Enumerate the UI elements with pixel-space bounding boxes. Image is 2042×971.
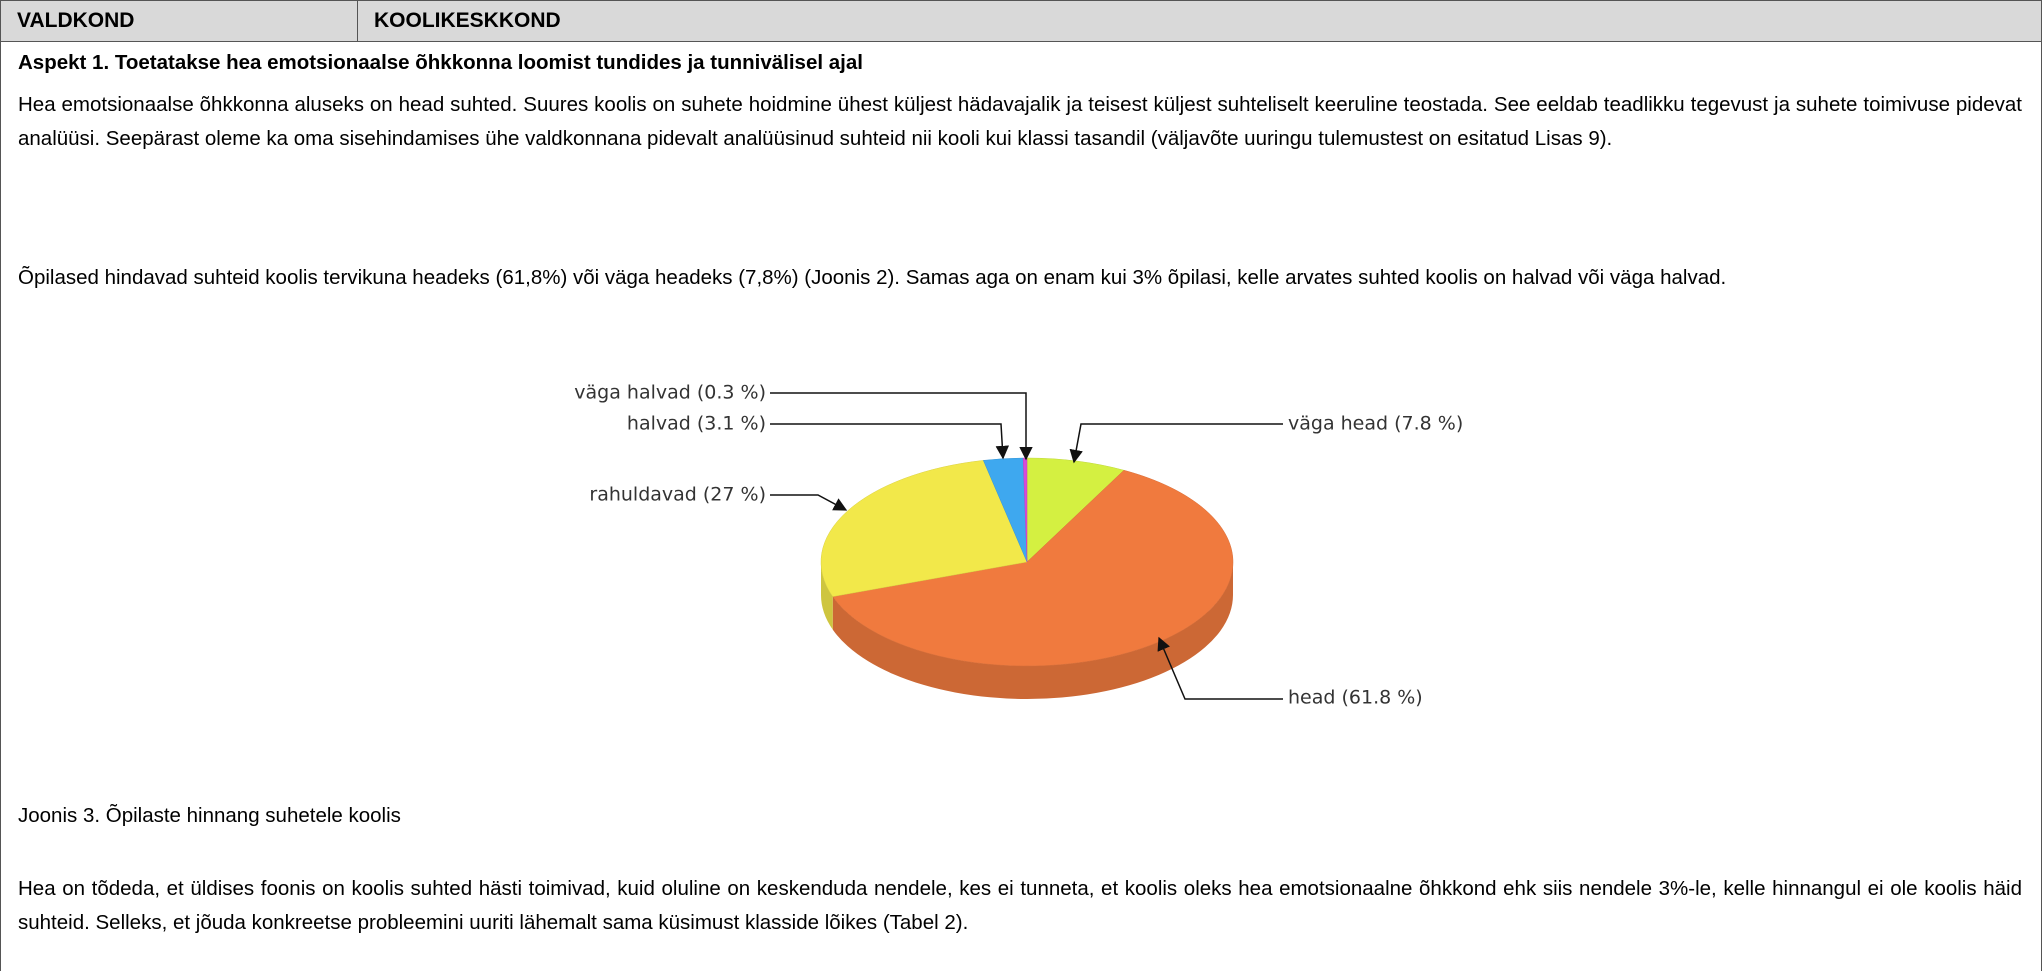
leader-line (1157, 636, 1283, 700)
leader-line (770, 494, 848, 511)
slice-label: väga halvad (0.3 %) (574, 382, 766, 404)
slice-side (832, 562, 1233, 699)
paragraph: Õpilased hindavad suhteid koolis terviku… (18, 266, 1727, 289)
section-title: Aspekt 1. Toetatakse hea emotsionaalse õ… (18, 51, 863, 74)
slice-label: halvad (3.1 %) (627, 413, 766, 435)
paragraph: Hea on tõdeda, et üldises foonis on kool… (18, 877, 2022, 934)
leader-line (770, 423, 1010, 460)
slice-label: väga head (7.8 %) (1288, 413, 1463, 435)
slice-label: head (61.8 %) (1288, 687, 1423, 709)
slice-side (821, 562, 833, 630)
paragraph: Hea emotsionaalse õhkkonna aluseks on he… (18, 93, 2022, 150)
slice-label: rahuldavad (27 %) (589, 484, 766, 506)
leader-line (1069, 423, 1283, 464)
leader-line (770, 392, 1033, 461)
caption: Joonis 3. Õpilaste hinnang suhetele kool… (18, 804, 401, 827)
slice (820, 460, 1028, 597)
header-cell: VALDKOND (0, 0, 358, 42)
